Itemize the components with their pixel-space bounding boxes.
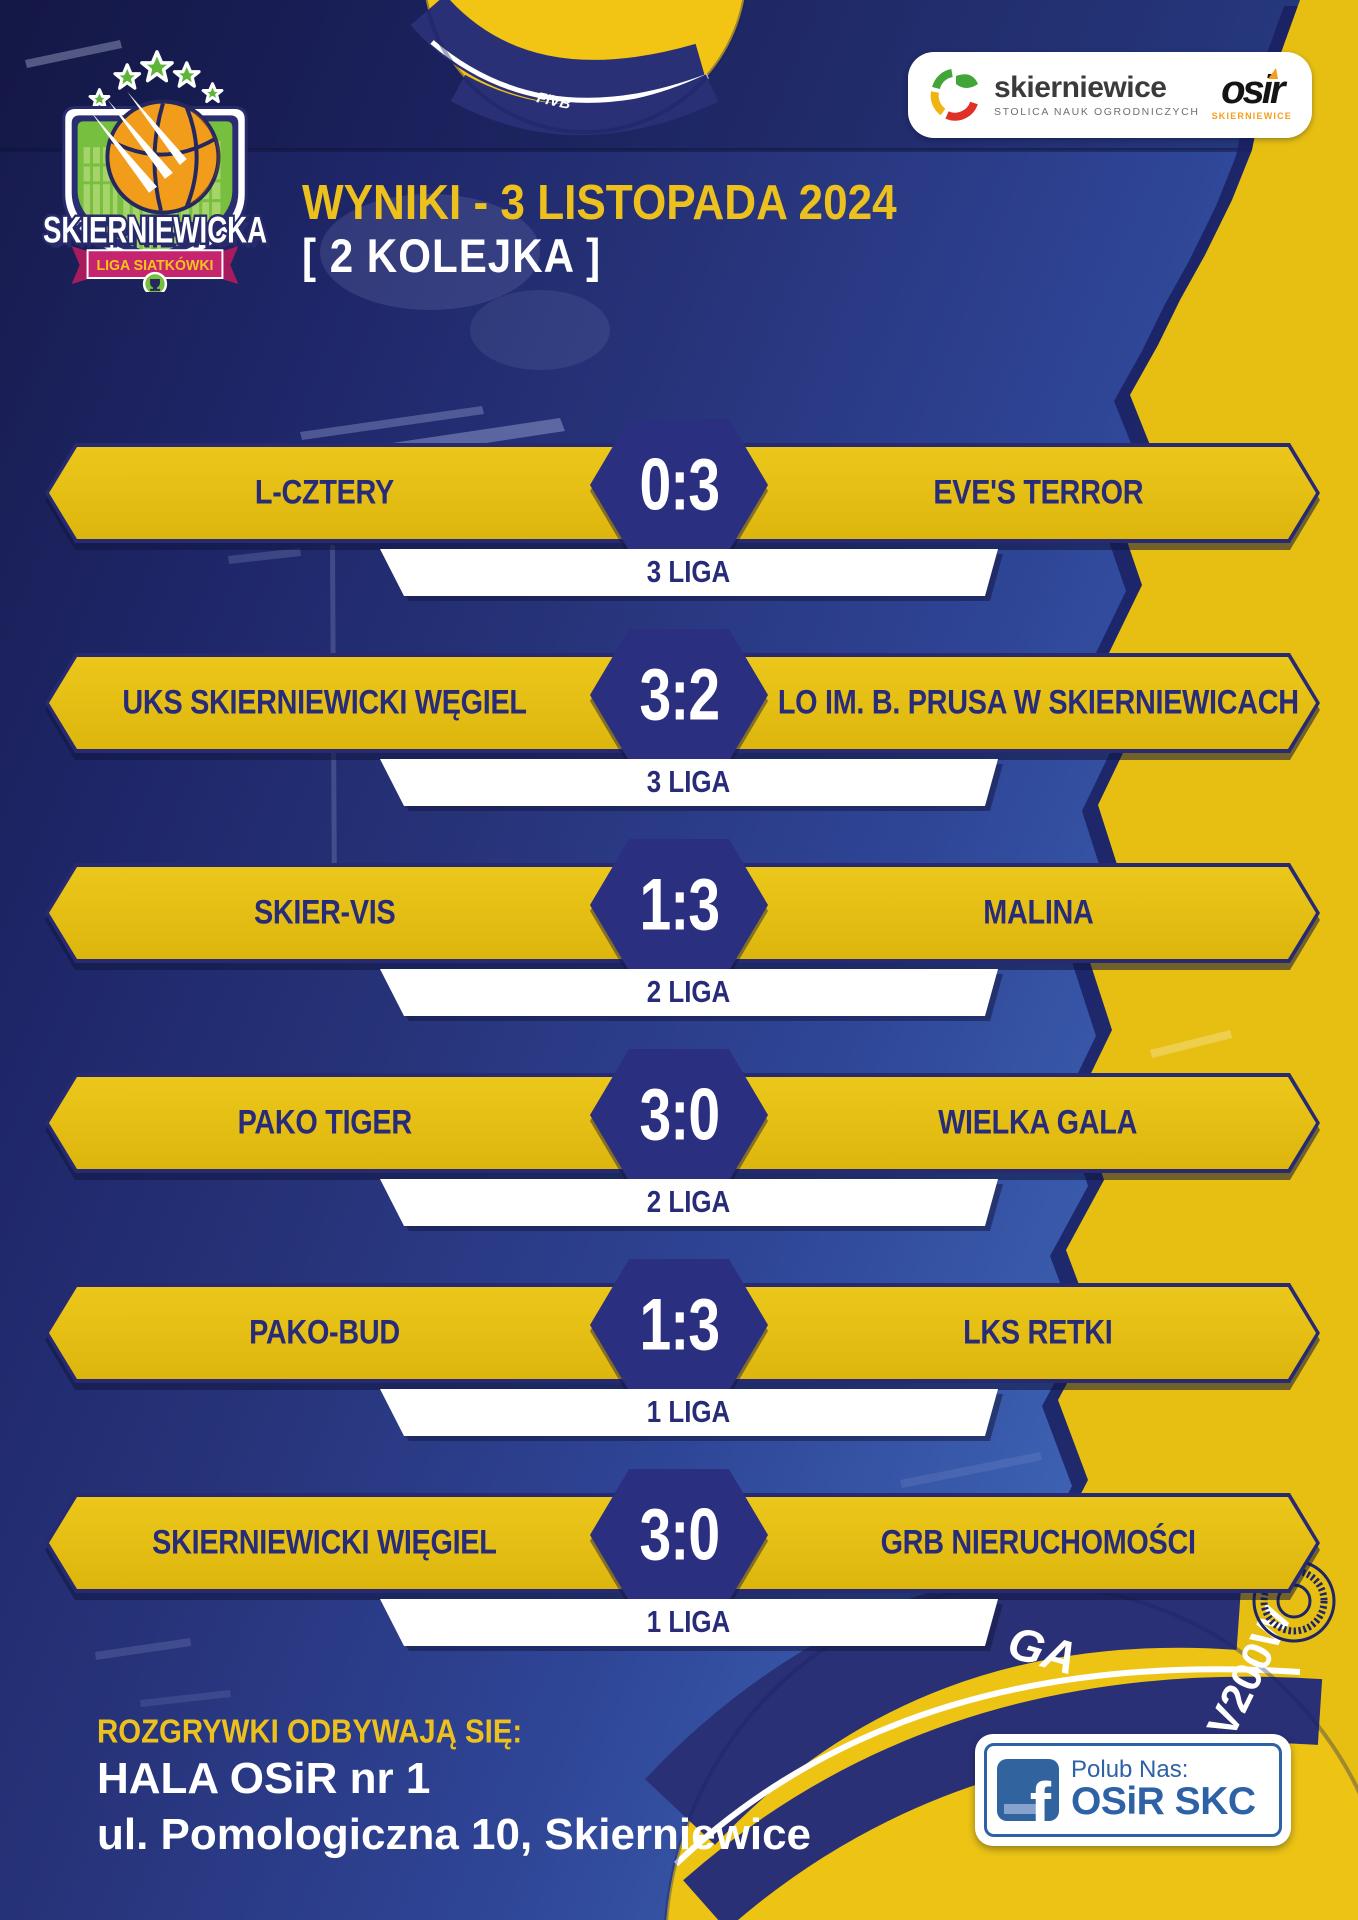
league-strip: 1 LIGA (380, 1599, 998, 1646)
logo-title: SKIERNIEWICKA (43, 209, 267, 250)
home-team-name: PAKO-BUD (249, 1313, 400, 1352)
home-team-name: PAKO TIGER (237, 1103, 412, 1142)
score-badge: 3:0 (590, 1469, 768, 1601)
fivb-text: FIVB (535, 89, 572, 113)
logo-stars (88, 50, 224, 110)
match-row: UKS SKIERNIEWICKI WĘGIEL LO IM. B. PRUSA… (0, 626, 1358, 812)
results-title: WYNIKI - 3 LISTOPADA 2024 (302, 174, 897, 231)
match-row: PAKO-BUD LKS RETKI 1:3 1 LIGA (0, 1256, 1358, 1442)
away-team-name: LKS RETKI (963, 1313, 1113, 1352)
league-strip: 2 LIGA (380, 969, 998, 1016)
away-team-name: WIELKA GALA (938, 1103, 1138, 1142)
match-row: SKIERNIEWICKI WIĘGIEL GRB NIERUCHOMOŚCI … (0, 1466, 1358, 1652)
league-strip: 1 LIGA (380, 1389, 998, 1436)
score-badge: 3:0 (590, 1049, 768, 1181)
away-team-name: MALINA (982, 893, 1094, 932)
facebook-page-name: OSiR SKC (1071, 1780, 1256, 1824)
city-name: skierniewice (994, 70, 1167, 104)
venue-name: HALA OSiR nr 1 (97, 1754, 431, 1803)
osir-logo: osir SKIERNIEWICE (1211, 67, 1292, 121)
venue-address: ul. Pomologiczna 10, Skierniewice (97, 1810, 812, 1859)
home-team-name: SKIERNIEWICKI WIĘGIEL (152, 1523, 497, 1562)
match-row: PAKO TIGER WIELKA GALA 3:0 2 LIGA (0, 1046, 1358, 1232)
home-team-name: SKIER-VIS (253, 893, 396, 932)
round-title: [ 2 KOLEJKA ] (302, 230, 602, 283)
home-team-name: L-CZTERY (254, 473, 395, 512)
away-team-name: LO IM. B. PRUSA W SKIERNIEWICACH (777, 683, 1299, 722)
city-tagline: STOLICA NAUK OGRODNICZYCH (994, 105, 1200, 118)
away-team-name: EVE'S TERROR (933, 473, 1143, 512)
away-team-name: GRB NIERUCHOMOŚCI (880, 1523, 1196, 1562)
osir-accent-icon (1268, 67, 1278, 79)
logo-ribbon: LIGA SIATKÓWKI (71, 246, 239, 284)
league-strip: 3 LIGA (380, 549, 998, 596)
match-row: L-CZTERY EVE'S TERROR 0:3 3 LIGA (0, 416, 1358, 602)
match-banner (45, 1493, 1320, 1593)
logo-volleyball (105, 99, 221, 215)
match-row: SKIER-VIS MALINA 1:3 2 LIGA (0, 836, 1358, 1022)
facebook-prompt: Polub Nas: (1071, 1755, 1189, 1783)
facebook-icon: f (997, 1759, 1059, 1821)
city-logo-icon (930, 69, 978, 121)
score-badge: 3:2 (590, 629, 768, 761)
score-badge: 1:3 (590, 839, 768, 971)
score-badge: 0:3 (590, 419, 768, 551)
facebook-link-box[interactable]: f Polub Nas: OSiR SKC (975, 1734, 1291, 1846)
logo-subtitle: LIGA SIATKÓWKI (96, 256, 213, 274)
top-volleyball-image: FIVB (410, 0, 747, 135)
logo-shield (62, 91, 248, 272)
sponsor-badge: skierniewice STOLICA NAUK OGRODNICZYCH o… (908, 52, 1312, 138)
league-strip: 3 LIGA (380, 759, 998, 806)
league-logo: SKIERNIEWICKA SKIERNIEWICKA LIGA SIATKÓW… (40, 50, 271, 292)
logo-trophy-icon (142, 271, 168, 292)
venue-label: ROZGRYWKI ODBYWAJĄ SIĘ: (97, 1714, 523, 1751)
logo-motion-streaks (90, 91, 187, 193)
score-badge: 1:3 (590, 1259, 768, 1391)
home-team-name: UKS SKIERNIEWICKI WĘGIEL (122, 683, 527, 722)
league-strip: 2 LIGA (380, 1179, 998, 1226)
